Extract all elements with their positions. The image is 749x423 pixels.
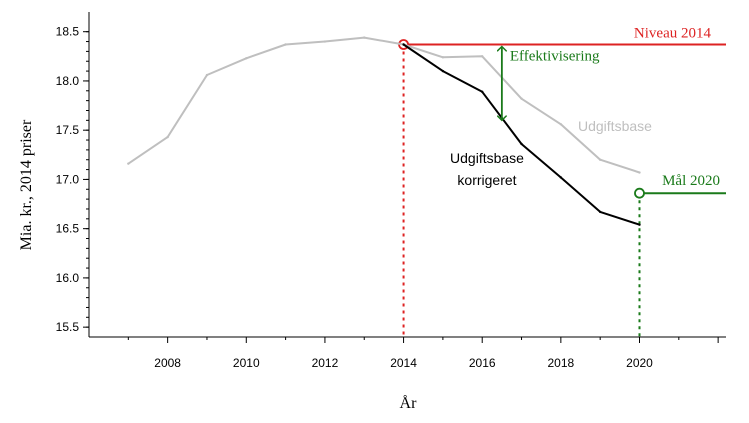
y-axis-label: Mia. kr., 2014 priser xyxy=(18,119,35,250)
y-tick-label: 15.5 xyxy=(56,320,80,334)
data-point-udgiftsbase xyxy=(559,123,563,126)
x-tick-label: 2016 xyxy=(469,356,496,370)
y-tick-label: 17.0 xyxy=(56,172,80,186)
data-point-korrigeret xyxy=(481,90,484,93)
x-tick-label: 2012 xyxy=(312,356,339,370)
data-point-udgiftsbase xyxy=(638,171,641,174)
data-point-korrigeret xyxy=(402,43,405,46)
niveau-2014-label: Niveau 2014 xyxy=(634,26,712,42)
data-point-udgiftsbase xyxy=(441,56,445,59)
x-tick-label: 2010 xyxy=(233,356,260,370)
data-point-korrigeret xyxy=(638,223,641,226)
series-line-udgiftsbase-korrigeret xyxy=(403,43,640,226)
annotations: Niveau 2014 Mål 2020 Effektivisering Udgift… xyxy=(450,26,720,190)
udgiftsbase-label: Udgiftsbase xyxy=(578,118,652,134)
axes: 15.5 16.0 16.5 17.0 17.5 18.0 18.5 2008 2010 2012… xyxy=(56,12,726,370)
korrigeret-label-line1: Udgiftsbase xyxy=(450,150,524,166)
data-point-korrigeret xyxy=(559,176,563,179)
data-point-udgiftsbase xyxy=(127,162,130,165)
y-tick-label: 18.5 xyxy=(56,25,80,39)
data-point-udgiftsbase xyxy=(481,55,484,58)
data-point-udgiftsbase xyxy=(598,158,602,161)
data-point-korrigeret xyxy=(598,210,602,214)
maal-2020-marker xyxy=(634,187,645,199)
data-point-udgiftsbase xyxy=(245,57,248,60)
data-point-korrigeret xyxy=(520,142,523,146)
y-tick-label: 18.0 xyxy=(56,74,80,88)
x-tick-label: 2018 xyxy=(548,356,575,370)
y-tick-label: 17.5 xyxy=(56,123,80,137)
data-point-korrigeret xyxy=(441,69,445,73)
data-point-udgiftsbase xyxy=(284,43,287,46)
series-group xyxy=(127,36,641,226)
x-axis-label: År xyxy=(400,394,418,412)
y-tick-label: 16.5 xyxy=(56,222,80,236)
maal-2020-label: Mål 2020 xyxy=(662,173,720,189)
x-tick-label: 2020 xyxy=(626,356,653,370)
series-line-udgiftsbase xyxy=(127,36,640,174)
data-point-udgiftsbase xyxy=(166,135,169,139)
korrigeret-label-line2: korrigeret xyxy=(457,172,516,188)
x-tick-label: 2014 xyxy=(390,356,417,370)
data-point-udgiftsbase xyxy=(205,73,209,77)
data-point-udgiftsbase xyxy=(520,97,523,100)
x-tick-label: 2008 xyxy=(154,356,181,370)
data-point-udgiftsbase xyxy=(323,40,327,43)
reference-lines xyxy=(398,39,726,337)
y-tick-label: 16.0 xyxy=(56,271,80,285)
effektivisering-label: Effektivisering xyxy=(510,48,600,64)
data-point-udgiftsbase xyxy=(363,36,366,39)
